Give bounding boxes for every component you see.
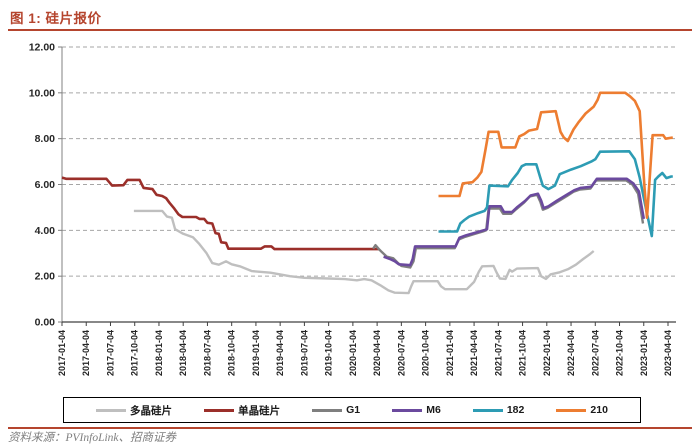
legend-label-s210: 210 <box>590 404 608 416</box>
x-tick-label: 2020-07-04 <box>396 330 406 376</box>
x-tick-label: 2022-01-04 <box>542 330 552 376</box>
legend-swatch-poly <box>96 408 127 412</box>
legend-swatch-g1 <box>312 408 343 412</box>
x-tick-label: 2023-04-04 <box>663 330 673 376</box>
x-tick-label: 2018-07-04 <box>202 330 212 376</box>
x-tick-label: 2018-01-04 <box>154 330 164 376</box>
series-line-poly <box>133 209 595 295</box>
y-tick-label: 6.00 <box>35 179 56 191</box>
y-tick-label: 10.00 <box>29 87 55 99</box>
source-note: 资料来源：PVInfoLink、招商证券 <box>8 432 177 444</box>
price-chart-canvas: 0.00 2.00 4.00 6.00 8.00 10.00 12.00 2017-01-04… <box>29 42 676 376</box>
y-tick-label: 8.00 <box>35 133 56 145</box>
x-tick-label: 2017-01-04 <box>57 330 67 376</box>
price-chart: 0.00 2.00 4.00 6.00 8.00 10.00 12.00 2017-01-04… <box>0 32 700 395</box>
title-underline <box>8 29 692 31</box>
x-tick-label: 2018-04-04 <box>178 330 188 376</box>
legend-label-s182: 182 <box>506 404 525 416</box>
x-tick-label: 2021-01-04 <box>445 330 455 376</box>
legend-item-poly: 多晶硅片 <box>96 403 172 418</box>
chart-legend: 多晶硅片 单晶硅片 G1 M6 182 210 <box>63 397 641 423</box>
y-tick-label: 4.00 <box>35 225 56 237</box>
x-tick-label: 2017-07-04 <box>105 330 115 376</box>
y-tick-label: 0.00 <box>35 317 56 329</box>
x-tick-label: 2021-07-04 <box>493 330 503 376</box>
x-tick-label: 2019-10-04 <box>324 330 334 376</box>
legend-item-m6: M6 <box>392 404 441 416</box>
legend-label-mono: 单晶硅片 <box>238 404 281 417</box>
x-tick-label: 2019-01-04 <box>251 330 261 376</box>
x-tick-label: 2022-04-04 <box>566 330 576 376</box>
legend-item-mono: 单晶硅片 <box>204 403 280 418</box>
legend-item-g1: G1 <box>312 404 360 416</box>
legend-item-s210: 210 <box>556 404 608 416</box>
series-line-s182 <box>438 150 673 238</box>
x-tick-label: 2020-10-04 <box>421 330 431 376</box>
x-tick-label: 2017-04-04 <box>81 330 91 376</box>
legend-label-m6: M6 <box>426 404 441 416</box>
x-tick-label: 2021-10-04 <box>518 330 528 376</box>
legend-swatch-s182 <box>472 408 503 412</box>
legend-label-g1: G1 <box>346 404 361 416</box>
x-tick-label: 2020-04-04 <box>372 330 382 376</box>
x-tick-label: 2021-04-04 <box>469 330 479 376</box>
legend-swatch-s210 <box>556 408 587 412</box>
x-tick-label: 2022-10-04 <box>615 330 625 376</box>
y-tick-label: 12.00 <box>29 42 55 54</box>
series-line-mono <box>61 176 379 251</box>
series-line-m6 <box>383 177 646 267</box>
x-tick-label: 2023-01-04 <box>639 330 649 376</box>
legend-item-s182: 182 <box>472 404 525 416</box>
x-tick-label: 2019-07-04 <box>299 330 309 376</box>
x-tick-label: 2018-10-04 <box>227 330 237 376</box>
legend-swatch-mono <box>204 408 235 412</box>
y-tick-label: 2.00 <box>35 271 56 283</box>
legend-swatch-m6 <box>392 408 423 412</box>
legend-label-poly: 多晶硅片 <box>130 404 173 417</box>
x-tick-label: 2019-04-04 <box>275 330 285 376</box>
figure-title: 图 1: 硅片报价 <box>10 11 102 26</box>
x-tick-label: 2017-10-04 <box>130 330 140 376</box>
series-line-s210 <box>438 91 674 219</box>
bottom-rule <box>8 427 692 429</box>
x-tick-label: 2020-01-04 <box>348 330 358 376</box>
x-tick-label: 2022-07-04 <box>590 330 600 376</box>
